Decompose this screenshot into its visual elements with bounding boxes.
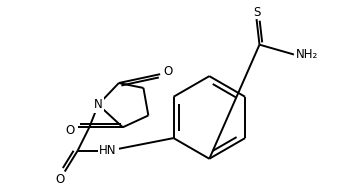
Text: O: O (65, 124, 74, 137)
Text: N: N (94, 98, 102, 111)
Text: S: S (253, 6, 260, 19)
Text: NH₂: NH₂ (295, 48, 318, 61)
Text: HN: HN (99, 144, 117, 157)
Text: O: O (163, 65, 173, 78)
Text: O: O (55, 173, 65, 186)
